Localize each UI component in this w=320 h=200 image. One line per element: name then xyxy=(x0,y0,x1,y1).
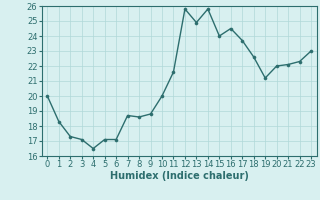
X-axis label: Humidex (Indice chaleur): Humidex (Indice chaleur) xyxy=(110,171,249,181)
